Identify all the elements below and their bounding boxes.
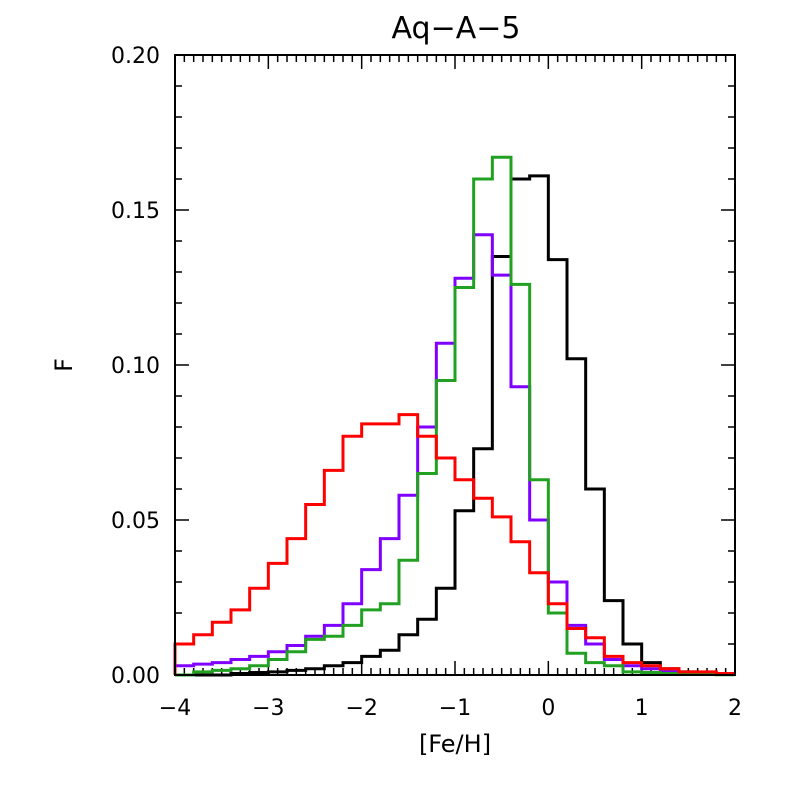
x-axis-label: [Fe/H] [419, 730, 491, 758]
x-tick-label: 1 [635, 696, 649, 721]
x-tick-label: −2 [345, 696, 377, 721]
x-tick-label: 2 [728, 696, 742, 721]
series-group [173, 155, 735, 677]
x-tick-label: −4 [159, 696, 191, 721]
y-tick-label: 0.00 [111, 664, 160, 689]
chart-title: Aq−A−5 [392, 11, 521, 46]
y-tick-label: 0.05 [111, 509, 160, 534]
plot-frame [174, 54, 736, 676]
y-tick-label: 0.20 [111, 44, 160, 69]
x-tick-label: 0 [541, 696, 555, 721]
y-axis-label: F [50, 358, 78, 372]
x-tick-labels: −4 −3 −2 −1 0 1 2 [159, 696, 742, 721]
x-tick-label: −3 [252, 696, 284, 721]
x-tick-label: −1 [439, 696, 471, 721]
series-red-histogram [173, 413, 735, 675]
series-green-histogram [175, 155, 735, 677]
y-tick-label: 0.15 [111, 199, 160, 224]
y-tick-label: 0.10 [111, 354, 160, 379]
y-tick-labels: 0.00 0.05 0.10 0.15 0.20 [111, 44, 160, 689]
series-black-histogram [175, 174, 735, 677]
